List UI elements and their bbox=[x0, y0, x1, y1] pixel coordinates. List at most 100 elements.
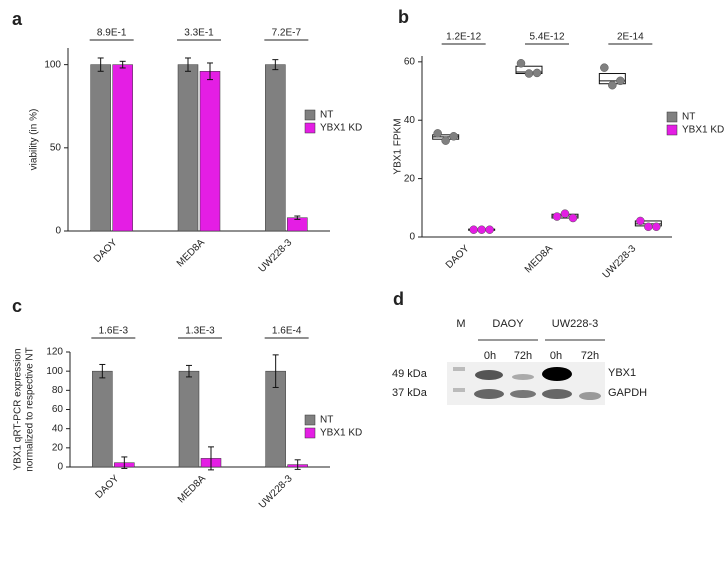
legend-label: YBX1 KD bbox=[682, 125, 724, 136]
y-tick-label: 60 bbox=[404, 56, 416, 67]
p-value: 8.9E-1 bbox=[97, 28, 127, 39]
legend-label: NT bbox=[320, 415, 333, 426]
y-tick-label: 40 bbox=[52, 423, 64, 434]
y-tick-label: 100 bbox=[44, 59, 61, 70]
panel-letter: c bbox=[12, 296, 22, 316]
x-tick-label: UW228-3 bbox=[601, 243, 639, 281]
y-axis-label: YBX1 FPKM bbox=[393, 118, 404, 174]
y-tick-label: 40 bbox=[404, 115, 416, 126]
data-point bbox=[532, 68, 542, 78]
x-tick-label: UW228-3 bbox=[257, 237, 295, 275]
bar bbox=[199, 71, 221, 232]
bar bbox=[92, 370, 113, 468]
legend-swatch bbox=[666, 111, 678, 123]
error-bar bbox=[272, 354, 279, 388]
size-label: 37 kDa bbox=[392, 387, 428, 399]
x-tick-label: MED8A bbox=[175, 237, 207, 269]
y-axis-label: normalized to respective NT bbox=[25, 347, 36, 472]
panel-letter: a bbox=[12, 9, 23, 29]
data-point bbox=[524, 69, 534, 78]
timepoint-label: 72h bbox=[514, 350, 532, 362]
marker-label: M bbox=[456, 318, 465, 330]
error-bar bbox=[186, 364, 192, 378]
p-value: 7.2E-7 bbox=[272, 28, 302, 39]
timepoint-label: 0h bbox=[484, 350, 496, 362]
y-tick-label: 120 bbox=[46, 347, 63, 358]
y-tick-label: 60 bbox=[52, 404, 64, 415]
p-value: 5.4E-12 bbox=[529, 32, 564, 43]
data-point bbox=[449, 132, 458, 141]
panel-letter: b bbox=[398, 7, 409, 27]
legend-swatch bbox=[304, 427, 316, 439]
y-axis-label: viability (in %) bbox=[29, 109, 40, 171]
p-value: 1.2E-12 bbox=[446, 32, 481, 43]
blot-bands bbox=[453, 367, 601, 400]
blot-background bbox=[447, 362, 605, 405]
error-bar bbox=[294, 459, 301, 470]
p-value: 2E-14 bbox=[617, 32, 644, 43]
data-point bbox=[516, 59, 526, 68]
p-value: 1.6E-3 bbox=[99, 326, 129, 337]
p-value: 3.3E-1 bbox=[184, 28, 214, 39]
y-tick-label: 80 bbox=[52, 385, 64, 396]
data-point bbox=[608, 80, 617, 90]
data-point bbox=[644, 222, 653, 232]
protein-label: GAPDH bbox=[608, 387, 647, 399]
error-bar bbox=[121, 456, 128, 469]
y-tick-label: 20 bbox=[52, 442, 64, 453]
legend-label: NT bbox=[682, 112, 695, 123]
legend-swatch bbox=[304, 414, 316, 426]
x-tick-label: DAOY bbox=[92, 237, 120, 265]
x-tick-label: UW228-3 bbox=[257, 473, 295, 511]
group-label: UW228-3 bbox=[552, 318, 598, 330]
data-point bbox=[560, 209, 570, 218]
size-label: 49 kDa bbox=[392, 368, 428, 380]
data-point bbox=[441, 136, 450, 145]
legend-swatch bbox=[304, 109, 316, 121]
error-bar bbox=[99, 363, 106, 379]
bar bbox=[177, 64, 199, 232]
data-point bbox=[469, 225, 478, 234]
data-point bbox=[477, 225, 486, 234]
x-tick-label: MED8A bbox=[523, 243, 555, 275]
y-tick-label: 20 bbox=[404, 173, 416, 184]
data-point bbox=[485, 225, 494, 234]
data-point bbox=[568, 213, 578, 223]
p-value: 1.6E-4 bbox=[272, 326, 302, 337]
error-bar bbox=[185, 57, 191, 72]
group-label: DAOY bbox=[492, 318, 524, 330]
legend-label: NT bbox=[320, 110, 333, 121]
error-bar bbox=[119, 60, 126, 69]
x-tick-label: MED8A bbox=[176, 473, 208, 505]
error-bar bbox=[207, 62, 213, 81]
error-bar bbox=[294, 215, 301, 220]
data-point bbox=[652, 222, 661, 232]
y-tick-label: 0 bbox=[57, 462, 63, 473]
bar bbox=[265, 64, 286, 232]
y-tick-label: 100 bbox=[46, 366, 63, 377]
error-bar bbox=[97, 57, 104, 72]
x-tick-label: DAOY bbox=[444, 243, 472, 271]
data-point bbox=[636, 216, 645, 226]
data-point bbox=[552, 212, 562, 221]
bar bbox=[90, 64, 111, 232]
data-point bbox=[433, 129, 442, 138]
legend-swatch bbox=[304, 122, 316, 134]
legend-label: YBX1 KD bbox=[320, 123, 362, 134]
protein-label: YBX1 bbox=[608, 367, 636, 379]
data-point bbox=[600, 63, 609, 72]
error-bar bbox=[272, 59, 279, 71]
y-tick-label: 50 bbox=[50, 142, 62, 153]
x-tick-label: DAOY bbox=[94, 473, 122, 501]
legend-swatch bbox=[666, 124, 678, 136]
p-value: 1.3E-3 bbox=[185, 326, 215, 337]
bar bbox=[112, 64, 133, 232]
error-bar bbox=[208, 446, 214, 471]
y-tick-label: 0 bbox=[55, 226, 61, 237]
bar bbox=[178, 370, 200, 468]
panel-letter: d bbox=[393, 289, 404, 309]
timepoint-label: 72h bbox=[581, 350, 599, 362]
y-tick-label: 0 bbox=[409, 232, 415, 243]
timepoint-label: 0h bbox=[550, 350, 562, 362]
